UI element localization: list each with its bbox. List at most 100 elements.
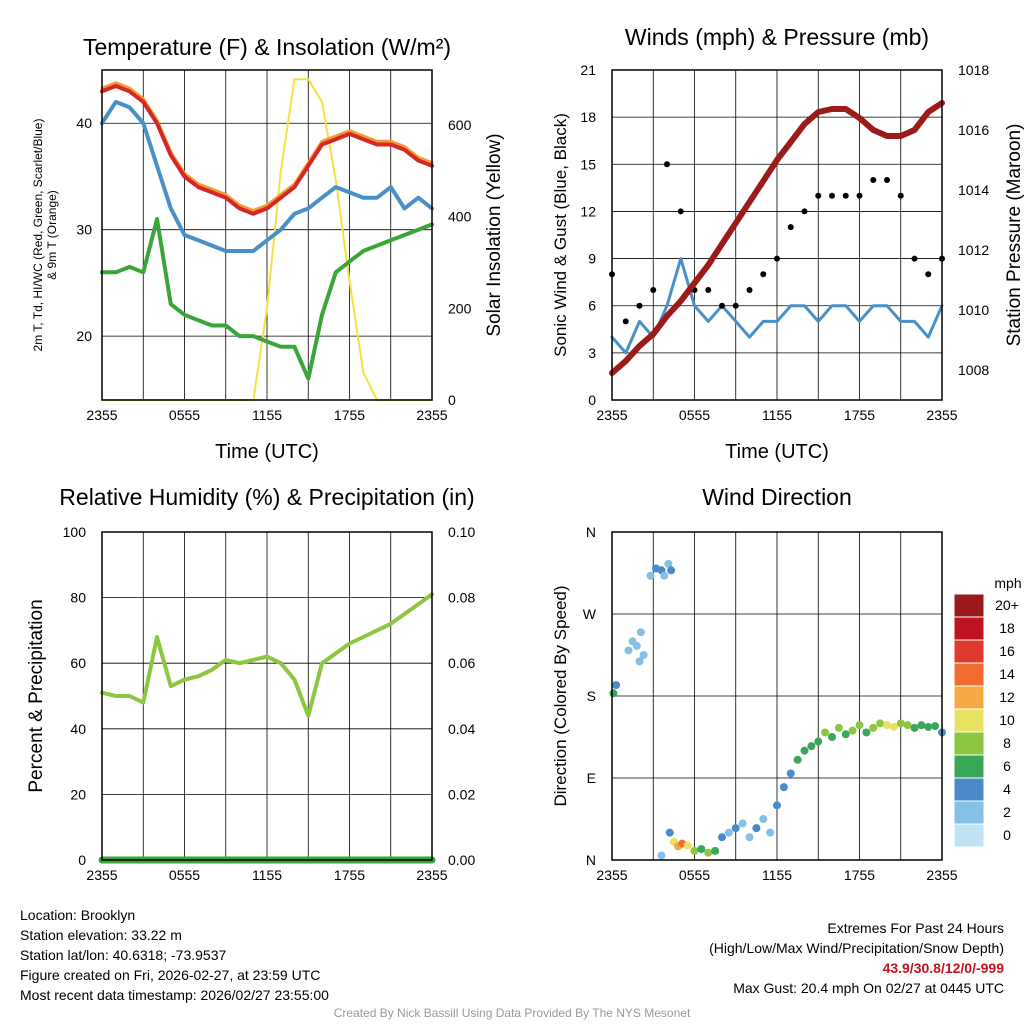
colorbar-swatch (953, 639, 985, 664)
direction-point (855, 721, 864, 730)
direction-point (609, 689, 618, 698)
colorbar-label: 14 (999, 666, 1015, 682)
x-tick-label: 0555 (679, 407, 710, 423)
colorbar-swatch (953, 823, 985, 848)
direction-point (697, 845, 706, 854)
x-tick-label: 2355 (596, 407, 627, 423)
y-tick-label: 100 (63, 524, 87, 540)
gust-point (870, 177, 877, 183)
direction-point (931, 722, 940, 731)
gust-point (911, 255, 918, 262)
direction-point (910, 723, 919, 732)
y-right-tick-label: 1010 (958, 302, 989, 318)
y-right-tick-label: 600 (448, 117, 472, 133)
credit-text: Created By Nick Bassill Using Data Provi… (333, 1006, 691, 1020)
y-right-tick-label: 0.00 (448, 852, 475, 868)
x-tick-label: 2355 (416, 407, 447, 423)
gust-point (760, 271, 767, 278)
y-axis-label-line: & 9m T (Orange) (45, 190, 59, 280)
x-tick-label: 1755 (844, 867, 875, 883)
direction-point (814, 737, 823, 746)
gust-point (732, 302, 739, 309)
y-axis-label: Sonic Wind & Gust (Blue, Black) (551, 113, 570, 357)
gust-point (842, 192, 849, 199)
gust-point (856, 192, 863, 199)
direction-point (704, 848, 713, 857)
y-tick-label: 0 (78, 852, 86, 868)
x-tick-label: 1755 (844, 407, 875, 423)
direction-point (731, 824, 740, 833)
colorbar-label: 16 (999, 643, 1015, 659)
y-right-tick-label: 0.08 (448, 590, 475, 606)
y-right-tick-label: 0.02 (448, 786, 475, 802)
direction-point (646, 571, 655, 580)
direction-point (632, 641, 641, 650)
wind-speed-line (610, 257, 944, 355)
y-right-axis-label: Station Pressure (Maroon) (1004, 124, 1024, 347)
colorbar-label: 8 (1003, 735, 1011, 751)
y-tick-label: 40 (70, 721, 86, 737)
direction-point (683, 841, 692, 850)
direction-point (889, 722, 898, 731)
colorbar-swatch (953, 754, 985, 779)
y-tick-label: E (587, 770, 596, 786)
direction-point (793, 755, 802, 764)
direction-point (667, 566, 676, 575)
x-tick-label: 1155 (762, 407, 792, 423)
y-tick-label: 18 (580, 109, 596, 125)
colorbar-swatch (953, 708, 985, 733)
direction-point (660, 571, 669, 580)
y-right-tick-label: 1008 (958, 362, 989, 378)
recent-timestamp-text: Most recent data timestamp: 2026/02/27 2… (20, 987, 329, 1003)
y-tick-label: N (586, 524, 596, 540)
y-tick-label: W (583, 606, 597, 622)
y-tick-label: 12 (580, 203, 596, 219)
x-tick-label: 0555 (169, 867, 200, 883)
colorbar-swatch (953, 662, 985, 687)
max-gust-text: Max Gust: 20.4 mph On 02/27 at 0445 UTC (733, 980, 1004, 996)
direction-point (786, 769, 795, 778)
y-axis-label: 2m T, Td, HI/WC (Red, Green, Scarlet/Blu… (31, 119, 59, 352)
direction-point (624, 646, 633, 655)
direction-point (800, 746, 809, 755)
y-tick-label: N (586, 852, 596, 868)
colorbar-label: 20+ (995, 597, 1019, 613)
x-tick-label: 2355 (926, 407, 957, 423)
x-tick-label: 1155 (762, 867, 792, 883)
x-tick-label: 1155 (252, 407, 282, 423)
x-tick-label: 2355 (86, 867, 117, 883)
y-tick-label: 3 (588, 345, 596, 361)
direction-point (917, 721, 926, 730)
colorbar-swatch (953, 777, 985, 802)
location-text: Location: Brooklyn (20, 907, 136, 923)
x-tick-label: 2355 (86, 407, 117, 423)
humidity-line (100, 592, 434, 718)
panel-title: Relative Humidity (%) & Precipitation (i… (59, 484, 474, 510)
y-tick-label: 30 (76, 222, 92, 238)
y-right-tick-label: 0 (448, 392, 456, 408)
colorbar-swatch (953, 616, 985, 641)
x-tick-label: 1755 (334, 407, 365, 423)
y-right-tick-label: 1016 (958, 122, 989, 138)
gust-point (884, 177, 890, 183)
extremes-panel: Extremes For Past 24 Hours (High/Low/Max… (709, 918, 1004, 998)
elevation-text: Station elevation: 33.22 m (20, 927, 182, 943)
extremes-values: 43.9/30.8/12/0/-999 (882, 960, 1004, 976)
gust-point (774, 255, 780, 262)
direction-point (745, 833, 754, 842)
y-right-tick-label: 0.10 (448, 524, 475, 540)
gust-point (719, 302, 725, 309)
extremes-title: Extremes For Past 24 Hours (827, 920, 1004, 936)
y-right-tick-label: 0.04 (448, 721, 475, 737)
direction-point (869, 723, 878, 732)
direction-point (690, 846, 699, 855)
x-tick-label: 0555 (169, 407, 200, 423)
colorbar-label: 6 (1003, 758, 1011, 774)
y-tick-label: 40 (76, 115, 92, 131)
y-right-tick-label: 1018 (958, 62, 989, 78)
x-tick-label: 2355 (416, 867, 447, 883)
direction-point (766, 828, 775, 837)
y-tick-label: S (587, 688, 596, 704)
